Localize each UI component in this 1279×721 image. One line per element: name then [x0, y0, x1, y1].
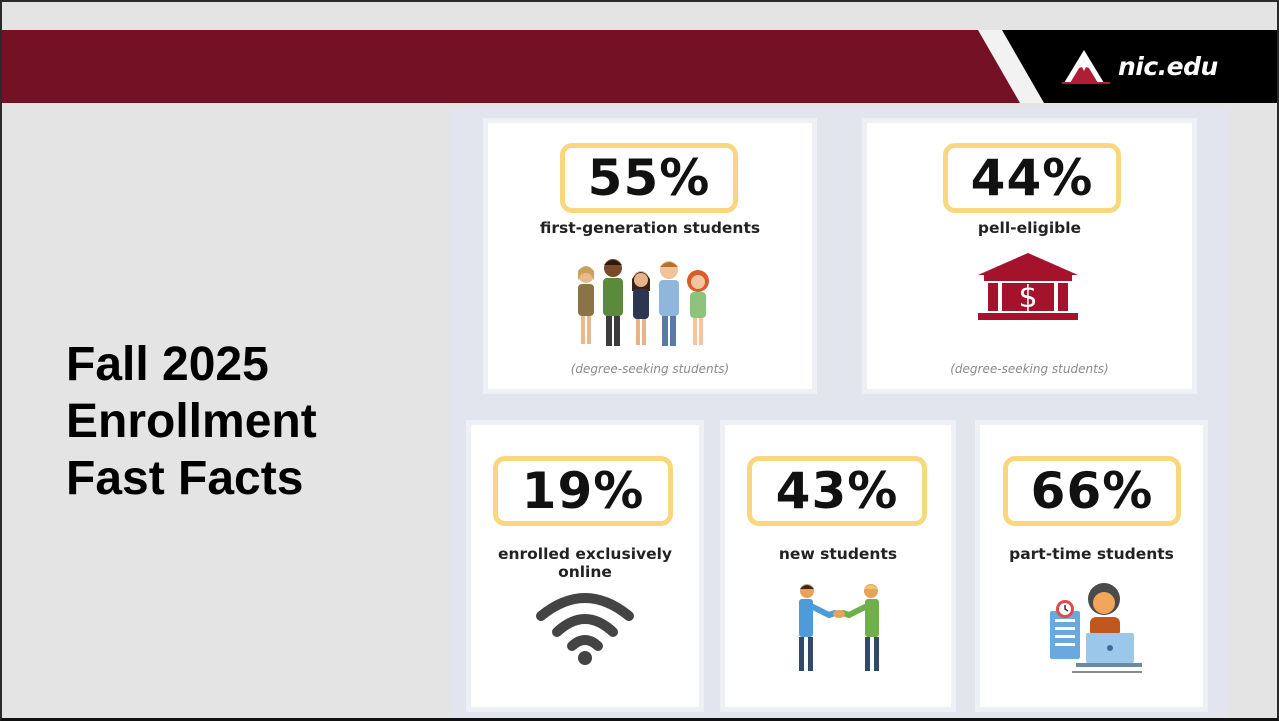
fact-percent: 66%	[1003, 456, 1181, 526]
fact-card-pell-eligible: 44% pell-eligible $ (degree-seeking stud…	[867, 123, 1192, 389]
fact-label: part-time students	[1009, 545, 1174, 563]
title-line-1: Fall 2025	[66, 338, 269, 391]
logo-text: nic.edu	[1118, 51, 1218, 81]
fact-label: first-generation students	[539, 219, 761, 237]
fact-card-part-time: 66% part-time students	[980, 425, 1203, 707]
nic-logo[interactable]: nic.edu	[1062, 48, 1218, 84]
svg-text:$: $	[1018, 280, 1037, 315]
handshake-icon	[799, 584, 879, 671]
bank-dollar-icon: $	[978, 253, 1078, 320]
part-time-worker-icon	[1050, 583, 1142, 673]
fact-label: enrolled exclusively online	[497, 545, 673, 581]
page-title: Fall 2025 Enrollment Fast Facts	[66, 336, 426, 507]
people-group-icon	[578, 259, 709, 346]
fact-card-online: 19% enrolled exclusively online	[471, 425, 699, 707]
title-line-2: Enrollment	[66, 395, 317, 448]
fact-note: (degree-seeking students)	[570, 362, 730, 376]
fact-percent: 44%	[943, 143, 1121, 213]
title-line-3: Fast Facts	[66, 452, 304, 505]
fact-card-first-generation: 55% first-generation students (degr	[488, 123, 812, 389]
logo-area	[970, 30, 1277, 103]
logo-backdrop	[1002, 30, 1277, 103]
fact-note: (degree-seeking students)	[950, 362, 1109, 376]
fact-card-new-students: 43% new students	[725, 425, 951, 707]
fact-label: new students	[778, 545, 898, 563]
wifi-icon	[536, 593, 634, 665]
fact-label: pell-eligible	[977, 219, 1082, 237]
fact-percent: 19%	[493, 456, 673, 526]
fact-percent: 55%	[560, 143, 738, 213]
fact-percent: 43%	[747, 456, 927, 526]
mountain-logo-icon	[1062, 50, 1110, 84]
